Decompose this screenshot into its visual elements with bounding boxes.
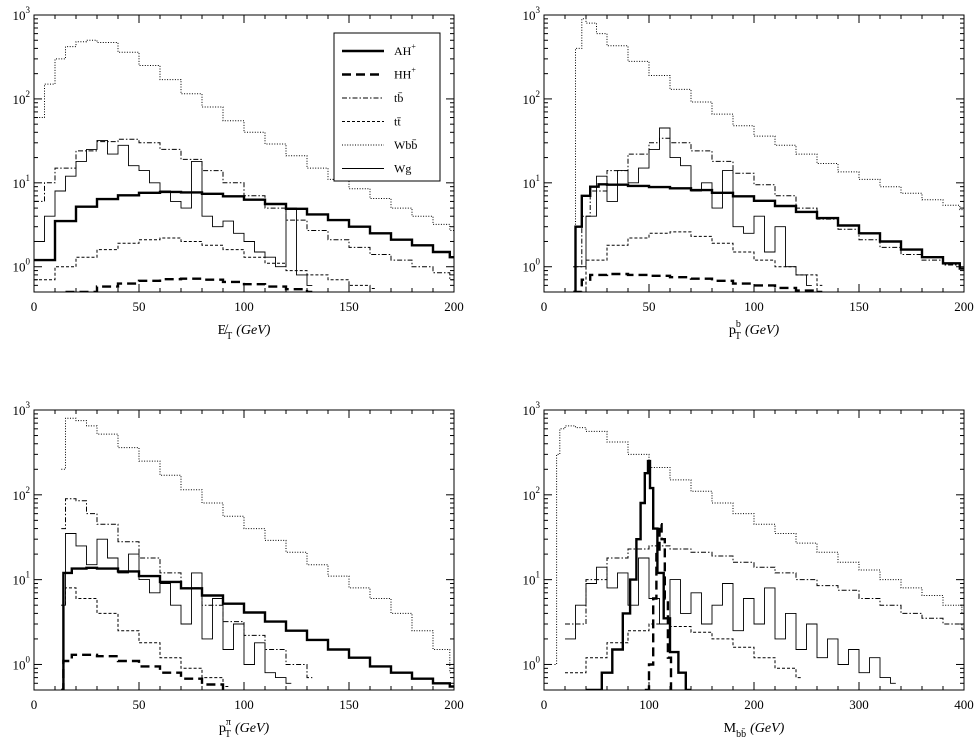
series-tb xyxy=(34,138,454,281)
x-tick-label: 200 xyxy=(744,697,764,712)
y-tick-label: 103 xyxy=(523,5,541,23)
x-axis-title: E̸T (GeV) xyxy=(218,323,271,342)
y-tick-label: 100 xyxy=(523,257,541,275)
x-tick-label: 200 xyxy=(954,299,974,314)
series-group xyxy=(554,425,964,690)
series-wg xyxy=(61,533,292,684)
x-axis-title: Mbb̄ (GeV) xyxy=(724,721,785,740)
series-group xyxy=(34,39,454,292)
series-hh xyxy=(65,277,313,292)
x-tick-label: 150 xyxy=(339,299,359,314)
legend-label: HH+ xyxy=(394,66,416,82)
series-wg xyxy=(573,127,812,286)
series-hh xyxy=(573,272,823,292)
x-tick-label: 100 xyxy=(234,299,254,314)
x-tick-label: 100 xyxy=(639,697,659,712)
y-tick-label: 101 xyxy=(13,570,31,588)
panel-met: 0 50 100 150 200 100 101 102 103 E̸T (GeV) AH+ HH+ tb… xyxy=(13,5,464,342)
series-ah xyxy=(573,183,964,292)
x-tick-label: 0 xyxy=(31,697,38,712)
x-tick-label: 200 xyxy=(444,299,464,314)
panel-ptb: 0 50 100 150 200 100 101 102 103 pb T (GeV) xyxy=(523,5,974,342)
series-wbb xyxy=(554,425,964,665)
x-axis-title: pπ T (GeV) xyxy=(219,717,270,740)
y-tick-label: 102 xyxy=(13,485,31,503)
y-tick-label: 101 xyxy=(13,173,31,191)
y-tick-label: 100 xyxy=(13,257,31,275)
series-group xyxy=(573,18,964,292)
legend-label: AH+ xyxy=(394,42,416,58)
legend-label: Wg xyxy=(394,162,411,176)
x-tick-label: 0 xyxy=(541,299,548,314)
x-axis-title: pb T (GeV) xyxy=(729,319,780,342)
x-tick-label: 150 xyxy=(849,299,869,314)
x-tick-label: 50 xyxy=(643,299,656,314)
legend-label: Wbb̄ xyxy=(394,138,417,152)
series-hh xyxy=(644,523,677,690)
x-tick-label: 150 xyxy=(339,697,359,712)
series-wg xyxy=(565,557,896,684)
x-tick-label: 300 xyxy=(849,697,869,712)
panel-mbb: 0 100 200 300 400 100 101 102 103 Mbb̄ (GeV) xyxy=(523,400,974,740)
series-tb xyxy=(573,137,964,270)
y-tick-label: 103 xyxy=(13,400,31,418)
series-tt xyxy=(34,237,376,289)
series-tt xyxy=(573,231,823,292)
legend-box xyxy=(333,32,441,182)
series-tb xyxy=(61,498,313,679)
y-tick-label: 102 xyxy=(523,89,541,107)
series-group xyxy=(61,417,454,690)
series-tt xyxy=(565,623,802,679)
y-tick-label: 100 xyxy=(523,654,541,672)
x-tick-label: 0 xyxy=(541,697,548,712)
x-tick-label: 100 xyxy=(234,697,254,712)
series-tb xyxy=(565,545,964,630)
legend-label: tb̄ xyxy=(394,91,403,105)
legend-label: tt̄ xyxy=(394,115,401,129)
x-tick-label: 100 xyxy=(744,299,764,314)
series-wbb xyxy=(61,417,454,674)
series-wg xyxy=(34,139,313,286)
x-tick-label: 200 xyxy=(444,697,464,712)
x-tick-label: 50 xyxy=(133,299,146,314)
x-tick-label: 400 xyxy=(954,697,974,712)
series-wbb xyxy=(573,18,964,268)
series-ah xyxy=(61,566,454,690)
x-tick-label: 50 xyxy=(133,697,146,712)
y-tick-label: 103 xyxy=(523,400,541,418)
y-tick-label: 100 xyxy=(13,654,31,672)
y-tick-label: 102 xyxy=(523,485,541,503)
y-tick-label: 101 xyxy=(523,173,541,191)
series-ah xyxy=(586,459,691,690)
series-ah xyxy=(34,190,454,262)
y-tick-label: 102 xyxy=(13,89,31,107)
series-hh xyxy=(61,653,229,690)
y-tick-label: 103 xyxy=(13,5,31,23)
x-tick-label: 0 xyxy=(31,299,38,314)
series-tt xyxy=(61,587,229,687)
y-tick-label: 101 xyxy=(523,570,541,588)
panel-ptpi: 0 50 100 150 200 100 101 102 103 pπ T (GeV) xyxy=(13,400,464,740)
